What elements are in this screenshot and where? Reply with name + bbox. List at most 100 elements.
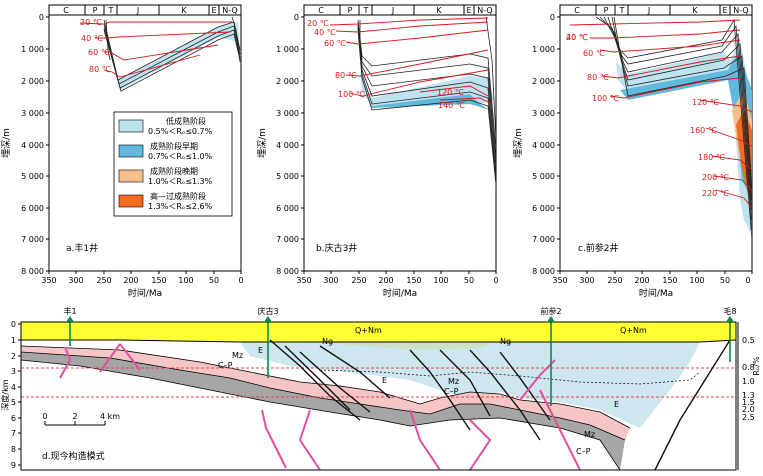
wells xyxy=(69,322,731,406)
legend-swatch-low xyxy=(118,119,144,133)
x-tick: 350 xyxy=(296,276,311,285)
unit-label: Mz xyxy=(584,430,595,439)
x-axis-label: 时间/Ma xyxy=(383,287,417,299)
y-tick: 0 xyxy=(550,13,555,22)
unit-label: C–P xyxy=(444,387,459,396)
y-tick: 8 000 xyxy=(532,267,555,276)
unit-label: Q+Nm xyxy=(620,326,647,335)
burial-lines xyxy=(103,16,241,92)
period-k: K xyxy=(436,6,442,15)
pink-faults xyxy=(59,343,581,470)
well-label: 前参2 xyxy=(540,306,561,316)
legend-label: 低成熟阶段 xyxy=(166,116,206,126)
panel-caption: a.丰1井 xyxy=(66,242,98,254)
depth-tick: 4 xyxy=(11,383,16,392)
period-j: J xyxy=(136,6,139,15)
legend-label: 成熟阶段晚期 xyxy=(150,166,198,176)
legend-swatch-high xyxy=(118,194,144,208)
depth-tick: 1 xyxy=(11,336,16,345)
depth-tick: 0 xyxy=(11,320,16,329)
period-nq: N-Q xyxy=(733,6,748,15)
isotherm-label: 160 ℃ xyxy=(690,126,717,135)
maturity-band xyxy=(360,72,494,106)
isotherm-lines xyxy=(79,21,232,78)
well-label: 丰1 xyxy=(63,306,76,316)
y-tick: 7 000 xyxy=(21,235,44,244)
period-j: J xyxy=(647,6,650,15)
y-tick: 1 000 xyxy=(276,45,299,54)
isotherm-label: 180 ℃ xyxy=(698,153,725,162)
unit-label: E xyxy=(382,376,387,385)
x-tick: 200 xyxy=(123,276,138,285)
period-t: T xyxy=(108,6,114,15)
burial-lines xyxy=(595,16,752,241)
legend-range: 0.7%＜Rₒ≤1.0% xyxy=(148,152,213,161)
x-tick: 150 xyxy=(662,276,677,285)
ro-tick: 0.8 xyxy=(742,363,755,372)
unit-label: E xyxy=(258,346,263,355)
x-tick: 300 xyxy=(68,276,83,285)
y-tick: 0 xyxy=(294,13,299,22)
y-tick: 1 000 xyxy=(21,45,44,54)
maturity-legend: 低成熟阶段 0.5%＜Rₒ≤0.7% 成熟阶段早期 0.7%＜Rₒ≤1.0% 成… xyxy=(113,111,233,217)
panel-caption: b.庆古3井 xyxy=(316,242,357,254)
scale-bar xyxy=(44,421,106,426)
y-tick: 2 000 xyxy=(276,77,299,86)
unit-mz xyxy=(21,346,630,440)
period-e: E xyxy=(722,6,727,15)
maturity-band xyxy=(620,52,752,200)
period-j: J xyxy=(391,6,394,15)
legend-label: 成熟阶段早期 xyxy=(150,141,198,151)
y-tick: 6 000 xyxy=(21,204,44,213)
x-tick: 250 xyxy=(351,276,366,285)
x-tick: 250 xyxy=(607,276,622,285)
legend-label: 高—过成熟阶段 xyxy=(150,191,206,201)
period-nq: N-Q xyxy=(222,6,237,15)
y-tick: 6 000 xyxy=(276,204,299,213)
unit-q-nm xyxy=(21,322,736,342)
well-label: 毛8 xyxy=(723,306,736,316)
period-ticks xyxy=(339,5,475,15)
y-axis-label: 埋深/m xyxy=(257,128,268,158)
period-t: T xyxy=(363,6,369,15)
x-tick: 100 xyxy=(178,276,193,285)
x-tick: 100 xyxy=(689,276,704,285)
legend-range: 1.0%＜Rₒ≤1.3% xyxy=(148,177,213,186)
isotherm-label: 40 ℃ xyxy=(314,28,336,37)
y-axis-label: 埋深/m xyxy=(1,128,12,158)
period-k: K xyxy=(692,6,698,15)
panel-caption: c.前参2井 xyxy=(578,242,619,254)
unit-label: Ng xyxy=(500,337,511,346)
well-markers xyxy=(66,316,734,322)
plot-frame xyxy=(48,14,242,272)
x-axis xyxy=(303,271,497,274)
y-tick: 7 000 xyxy=(276,235,299,244)
x-axis-label: 时间/Ma xyxy=(639,287,673,299)
isotherm-label: 40 ℃ xyxy=(81,34,103,43)
x-tick: 250 xyxy=(96,276,111,285)
isotherm-label: 40 ℃ xyxy=(566,33,588,42)
y-tick: 3 000 xyxy=(21,109,44,118)
period-ticks xyxy=(595,5,731,15)
unit-labels: Q+Nm Q+Nm Ng Ng E E E Mz Mz Mz C–P C–P C… xyxy=(218,326,647,456)
ro-axis-label: Rₒ/% xyxy=(752,356,761,376)
plot-frame xyxy=(303,14,497,272)
unit-label: Q+Nm xyxy=(355,326,382,335)
unit-e xyxy=(240,342,700,428)
period-c: C xyxy=(574,6,580,15)
x-tick: 200 xyxy=(634,276,649,285)
y-tick: 1 000 xyxy=(532,45,555,54)
y-tick: 8 000 xyxy=(21,267,44,276)
depth-tick: 3 xyxy=(11,367,16,376)
y-tick: 3 000 xyxy=(532,109,555,118)
y-tick: 5 000 xyxy=(21,172,44,181)
period-p: P xyxy=(93,6,98,15)
period-e: E xyxy=(466,6,471,15)
isotherm-label: 80 ℃ xyxy=(335,71,357,80)
legend-swatch-late xyxy=(118,169,144,183)
y-axis-label: 埋深/m xyxy=(513,128,524,158)
x-tick: 0 xyxy=(238,276,243,285)
depth-axis xyxy=(18,323,21,466)
ro-tick: 1.5 xyxy=(742,398,755,407)
